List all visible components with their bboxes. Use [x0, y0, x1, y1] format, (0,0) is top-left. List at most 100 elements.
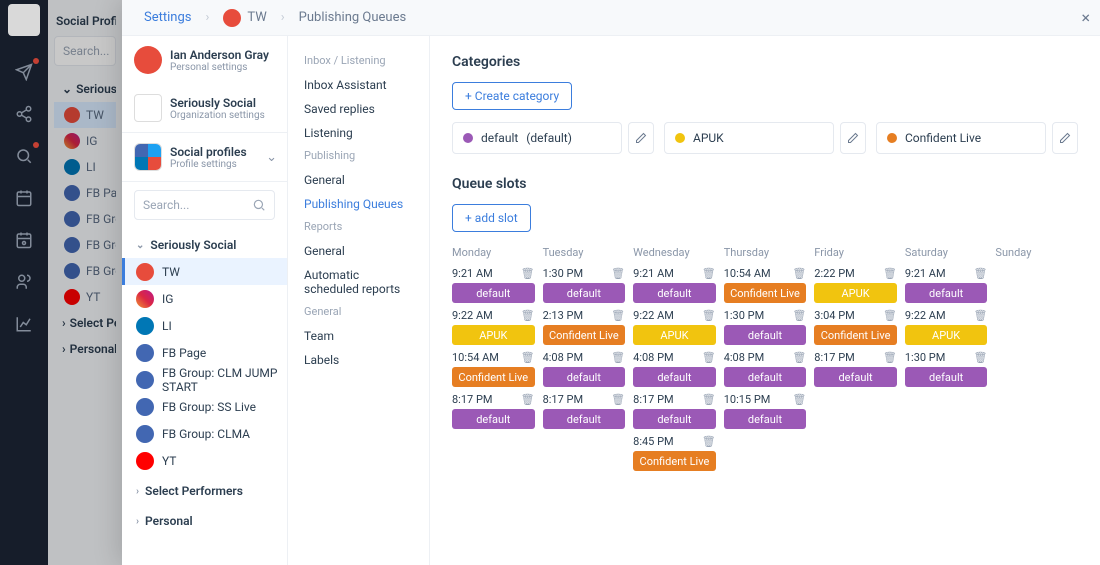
category: APUK: [664, 122, 866, 154]
slot-category-pill[interactable]: Confident Live: [724, 283, 807, 303]
slot-category-pill[interactable]: Confident Live: [814, 325, 897, 345]
delete-slot-icon[interactable]: 🗑: [702, 351, 716, 364]
delete-slot-icon[interactable]: 🗑: [611, 267, 625, 280]
slot-time-label: 4:08 PM: [633, 351, 673, 364]
day-column: Thursday10:54 AM🗑Confident Live1:30 PM🗑d…: [724, 246, 807, 471]
slot-time-label: 9:22 AM: [452, 309, 493, 322]
nav-link[interactable]: Listening: [288, 121, 429, 145]
slot-category-pill[interactable]: default: [543, 367, 626, 387]
queue-slot: 4:08 PM 🗑 default: [543, 351, 626, 387]
slot-category-pill[interactable]: APUK: [452, 325, 535, 345]
delete-slot-icon[interactable]: 🗑: [611, 309, 625, 322]
group-select-performers[interactable]: ›Select Performers: [122, 474, 287, 504]
slot-category-pill[interactable]: default: [905, 283, 988, 303]
slot-time-label: 2:13 PM: [543, 309, 583, 322]
slot-category-pill[interactable]: default: [633, 283, 716, 303]
profile-item[interactable]: FB Page: [122, 339, 287, 366]
delete-slot-icon[interactable]: 🗑: [521, 393, 535, 406]
category-box[interactable]: APUK: [664, 122, 834, 154]
nav-link[interactable]: Team: [288, 324, 429, 348]
slot-category-pill[interactable]: default: [543, 283, 626, 303]
delete-slot-icon[interactable]: 🗑: [792, 351, 806, 364]
crumb-profile[interactable]: TW: [213, 0, 276, 35]
slot-category-pill[interactable]: APUK: [814, 283, 897, 303]
slot-category-pill[interactable]: Confident Live: [452, 367, 535, 387]
profile-item[interactable]: TW: [122, 258, 287, 285]
slot-category-pill[interactable]: default: [724, 325, 807, 345]
delete-slot-icon[interactable]: 🗑: [521, 267, 535, 280]
slot-category-pill[interactable]: default: [724, 367, 807, 387]
slot-category-pill[interactable]: APUK: [633, 325, 716, 345]
slot-category-pill[interactable]: default: [633, 367, 716, 387]
delete-slot-icon[interactable]: 🗑: [883, 309, 897, 322]
slot-category-pill[interactable]: default: [905, 367, 988, 387]
profile-item[interactable]: YT: [122, 447, 287, 474]
delete-slot-icon[interactable]: 🗑: [702, 435, 716, 448]
delete-slot-icon[interactable]: 🗑: [702, 267, 716, 280]
delete-slot-icon[interactable]: 🗑: [973, 309, 987, 322]
slot-time-label: 4:08 PM: [543, 351, 583, 364]
edit-category-button[interactable]: [628, 122, 654, 154]
delete-slot-icon[interactable]: 🗑: [792, 393, 806, 406]
profile-item[interactable]: IG: [122, 285, 287, 312]
nav-link[interactable]: General: [288, 239, 429, 263]
edit-category-button[interactable]: [1052, 122, 1078, 154]
close-icon[interactable]: ×: [1081, 8, 1090, 27]
slot-category-pill[interactable]: default: [633, 409, 716, 429]
delete-slot-icon[interactable]: 🗑: [611, 393, 625, 406]
nav-link[interactable]: Inbox Assistant: [288, 73, 429, 97]
nav-link[interactable]: Saved replies: [288, 97, 429, 121]
profile-item[interactable]: FB Group: SS Live: [122, 393, 287, 420]
queue-slot: 9:22 AM🗑APUK: [633, 309, 716, 345]
nav-link[interactable]: Automatic scheduled reports: [288, 263, 429, 301]
delete-slot-icon[interactable]: 🗑: [521, 351, 535, 364]
slot-category-pill[interactable]: Confident Live: [543, 325, 626, 345]
category-box[interactable]: Confident Live: [876, 122, 1046, 154]
slot-category-pill[interactable]: APUK: [905, 325, 988, 345]
delete-slot-icon[interactable]: 🗑: [611, 351, 625, 364]
settings-nav-column: Inbox / ListeningInbox AssistantSaved re…: [288, 36, 430, 565]
edit-category-button[interactable]: [840, 122, 866, 154]
slot-category-pill[interactable]: default: [724, 409, 807, 429]
org-settings-link[interactable]: Seriously SocialOrganization settings: [122, 84, 287, 132]
profile-search-input[interactable]: Search...: [134, 190, 275, 220]
queue-slot: 9:21 AM🗑default: [452, 267, 535, 303]
profile-item[interactable]: FB Group: CLM JUMP START: [122, 366, 287, 393]
nav-link[interactable]: Publishing Queues: [288, 192, 429, 216]
nav-link[interactable]: Labels: [288, 348, 429, 372]
slot-time-label: 8:45 PM: [633, 435, 673, 448]
slot-category-pill[interactable]: default: [452, 283, 535, 303]
crumb-settings[interactable]: Settings: [134, 0, 201, 35]
category-box[interactable]: default (default): [452, 122, 622, 154]
slot-category-pill[interactable]: default: [452, 409, 535, 429]
breadcrumb: Settings › TW › Publishing Queues ×: [122, 0, 1100, 36]
delete-slot-icon[interactable]: 🗑: [973, 351, 987, 364]
delete-slot-icon[interactable]: 🗑: [702, 309, 716, 322]
slot-category-pill[interactable]: default: [543, 409, 626, 429]
group-seriously-social[interactable]: ⌄Seriously Social: [122, 228, 287, 258]
queue-slot: 4:08 PM 🗑 default: [633, 351, 716, 387]
crumb-page: Publishing Queues: [289, 0, 417, 35]
slot-category-pill[interactable]: Confident Live: [633, 451, 716, 471]
personal-settings-link[interactable]: Ian Anderson GrayPersonal settings: [122, 36, 287, 84]
day-header: Tuesday: [543, 246, 626, 259]
queue-slot: 9:21 AM🗑default: [633, 267, 716, 303]
create-category-button[interactable]: + Create category: [452, 82, 572, 110]
delete-slot-icon[interactable]: 🗑: [702, 393, 716, 406]
delete-slot-icon[interactable]: 🗑: [792, 267, 806, 280]
queue-slot: 10:15 PM🗑default: [724, 393, 807, 429]
queue-slot: 2:22 PM🗑APUK: [814, 267, 897, 303]
delete-slot-icon[interactable]: 🗑: [883, 267, 897, 280]
group-personal[interactable]: ›Personal: [122, 504, 287, 534]
profile-item[interactable]: FB Group: CLMA: [122, 420, 287, 447]
delete-slot-icon[interactable]: 🗑: [883, 351, 897, 364]
delete-slot-icon[interactable]: 🗑: [792, 309, 806, 322]
nav-link[interactable]: General: [288, 168, 429, 192]
queue-slots-heading: Queue slots: [452, 176, 1078, 192]
social-profiles-link[interactable]: Social profilesProfile settings ⌄: [122, 132, 287, 182]
add-slot-button[interactable]: + add slot: [452, 204, 531, 232]
profile-item[interactable]: LI: [122, 312, 287, 339]
delete-slot-icon[interactable]: 🗑: [973, 267, 987, 280]
delete-slot-icon[interactable]: 🗑: [521, 309, 535, 322]
slot-category-pill[interactable]: default: [814, 367, 897, 387]
